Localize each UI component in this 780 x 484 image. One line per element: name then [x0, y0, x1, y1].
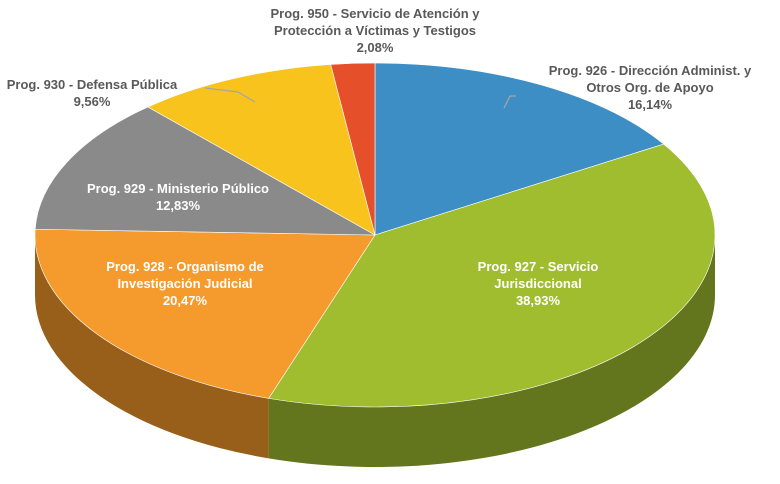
value-label: 16,14% [627, 97, 673, 112]
value-label: 2,08% [356, 40, 394, 55]
slice-label: Prog. 926 - Dirección Administ. y Otros … [530, 62, 770, 113]
slice [34, 106, 376, 236]
slice [147, 64, 376, 236]
slice [34, 228, 376, 399]
category-label: Prog. 930 - Defensa Pública [6, 77, 178, 92]
category-label: Prog. 926 - Dirección Administ. y Otros … [548, 63, 752, 95]
value-label: 9,56% [73, 94, 111, 109]
category-label: Prog. 927 - Servicio Jurisdiccional [477, 259, 599, 291]
category-label: Prog. 950 - Servicio de Atención y Prote… [270, 6, 480, 38]
slice-label: Prog. 929 - Ministerio Público 12,83% [58, 180, 298, 214]
slice-side [268, 235, 715, 467]
slice-label: Prog. 950 - Servicio de Atención y Prote… [240, 5, 510, 56]
slice [330, 62, 376, 236]
slice-label: Prog. 927 - Servicio Jurisdiccional 38,93… [448, 258, 628, 309]
category-label: Prog. 928 - Organismo de Investigación J… [106, 259, 264, 291]
slice [268, 143, 716, 408]
value-label: 38,93% [515, 293, 561, 308]
category-label: Prog. 929 - Ministerio Público [86, 181, 270, 196]
leader-line [204, 87, 256, 103]
slice-label: Prog. 930 - Defensa Pública 9,56% [2, 76, 182, 110]
slice-label: Prog. 928 - Organismo de Investigación J… [80, 258, 290, 309]
value-label: 20,47% [162, 293, 208, 308]
value-label: 12,83% [155, 198, 201, 213]
slice [374, 62, 665, 236]
slice-side [35, 235, 269, 459]
leader-line [503, 95, 516, 109]
